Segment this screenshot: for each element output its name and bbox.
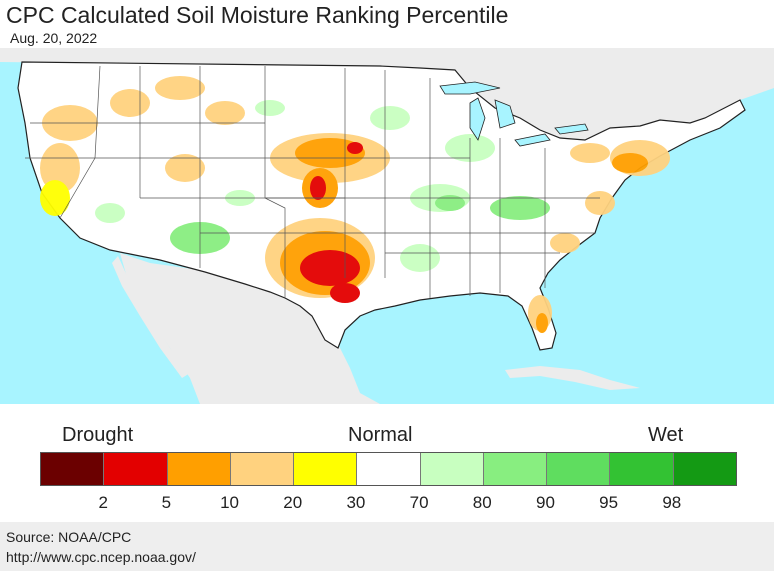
legend-tick-label: 80 xyxy=(472,493,492,512)
canada-land xyxy=(0,48,774,140)
legend-tick-label: 70 xyxy=(409,493,429,512)
cuba-land xyxy=(505,366,640,390)
legend-swatch xyxy=(420,453,484,485)
legend-swatch xyxy=(104,453,168,485)
legend-swatch xyxy=(230,453,295,485)
source-url: http://www.cpc.ncep.noaa.gov/ xyxy=(6,549,196,565)
legend-swatch xyxy=(357,453,421,485)
mexico-land xyxy=(120,253,380,404)
footer: Source: NOAA/CPC http://www.cpc.ncep.noa… xyxy=(0,522,774,571)
baja-land xyxy=(112,256,190,378)
legend-tick-label: 90 xyxy=(535,493,555,512)
legend-normal-label: Normal xyxy=(348,424,413,446)
legend-drought-label: Drought xyxy=(62,424,134,446)
legend-swatch xyxy=(167,453,231,485)
legend-tick-label: 5 xyxy=(161,493,172,512)
legend-swatch xyxy=(547,453,611,485)
legend-swatch xyxy=(483,453,548,485)
legend-tick-label: 2 xyxy=(98,493,108,512)
legend-swatch xyxy=(610,453,674,485)
source-text: Source: NOAA/CPC xyxy=(6,529,132,545)
legend-tick-label: 30 xyxy=(346,493,366,512)
map-title: CPC Calculated Soil Moisture Ranking Per… xyxy=(6,2,509,28)
legend-tick-label: 10 xyxy=(220,493,239,512)
legend-swatch xyxy=(673,453,736,485)
legend-wet-label: Wet xyxy=(648,424,684,446)
legend-tick-label: 20 xyxy=(283,493,303,512)
legend-swatch xyxy=(41,453,105,485)
map-date: Aug. 20, 2022 xyxy=(10,30,98,46)
legend-tick-label: 98 xyxy=(662,493,682,512)
legend-color-bar xyxy=(40,452,737,486)
legend-swatch xyxy=(294,453,358,485)
legend-tick-label: 95 xyxy=(599,493,619,512)
great-lakes xyxy=(439,81,589,147)
soil-moisture-map xyxy=(0,48,774,404)
state-borders xyxy=(25,65,600,298)
